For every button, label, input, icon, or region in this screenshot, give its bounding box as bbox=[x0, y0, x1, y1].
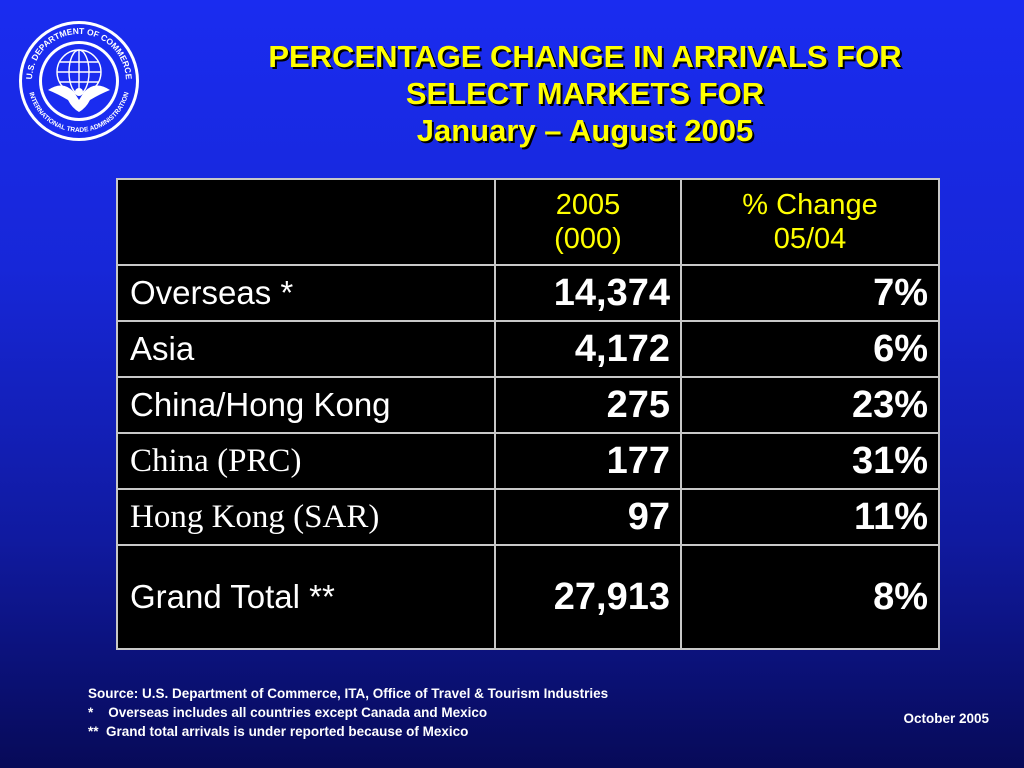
row-arrivals: 97 bbox=[494, 488, 682, 546]
row-change: 23% bbox=[680, 376, 940, 434]
arrivals-table: 2005 (000) % Change 05/04 Overseas * 14,… bbox=[116, 178, 940, 650]
header-percent-change: % Change 05/04 bbox=[680, 178, 940, 266]
row-label: Overseas * bbox=[116, 264, 496, 322]
slide-title: PERCENTAGE CHANGE IN ARRIVALS FOR SELECT… bbox=[150, 38, 1020, 149]
row-change: 6% bbox=[680, 320, 940, 378]
row-label: Grand Total ** bbox=[116, 544, 496, 650]
title-line-3: January – August 2005 bbox=[416, 113, 754, 148]
row-label: Asia bbox=[116, 320, 496, 378]
footnote-grand-total: ** Grand total arrivals is under reporte… bbox=[88, 724, 469, 739]
commerce-seal-icon: U.S. DEPARTMENT OF COMMERCE INTERNATIONA… bbox=[19, 21, 139, 141]
row-change: 8% bbox=[680, 544, 940, 650]
header-arrivals-line-2: (000) bbox=[554, 223, 622, 255]
table-row: China/Hong Kong 275 23% bbox=[116, 376, 940, 434]
table-row: Hong Kong (SAR) 97 11% bbox=[116, 488, 940, 546]
table-row: Asia 4,172 6% bbox=[116, 320, 940, 378]
footnote-overseas: * Overseas includes all countries except… bbox=[88, 705, 488, 720]
table-header-row: 2005 (000) % Change 05/04 bbox=[116, 178, 940, 266]
row-change: 11% bbox=[680, 488, 940, 546]
row-arrivals: 177 bbox=[494, 432, 682, 490]
header-blank-cell bbox=[116, 178, 496, 266]
table-row-grand-total: Grand Total ** 27,913 8% bbox=[116, 544, 940, 650]
header-change-line-1: % Change bbox=[742, 189, 878, 221]
row-label: Hong Kong (SAR) bbox=[116, 488, 496, 546]
publication-date: October 2005 bbox=[903, 711, 989, 726]
row-change: 31% bbox=[680, 432, 940, 490]
footnotes: Source: U.S. Department of Commerce, ITA… bbox=[88, 684, 608, 741]
row-label: China/Hong Kong bbox=[116, 376, 496, 434]
title-line-2: SELECT MARKETS FOR bbox=[405, 76, 765, 111]
row-arrivals: 4,172 bbox=[494, 320, 682, 378]
header-change-line-2: 05/04 bbox=[773, 223, 847, 255]
header-arrivals-line-1: 2005 bbox=[555, 189, 621, 221]
header-arrivals-2005: 2005 (000) bbox=[494, 178, 682, 266]
table-row: China (PRC) 177 31% bbox=[116, 432, 940, 490]
row-label: China (PRC) bbox=[116, 432, 496, 490]
title-line-1: PERCENTAGE CHANGE IN ARRIVALS FOR bbox=[268, 39, 902, 74]
table-row: Overseas * 14,374 7% bbox=[116, 264, 940, 322]
row-change: 7% bbox=[680, 264, 940, 322]
source-note: Source: U.S. Department of Commerce, ITA… bbox=[88, 686, 609, 701]
row-arrivals: 275 bbox=[494, 376, 682, 434]
row-arrivals: 27,913 bbox=[494, 544, 682, 650]
row-arrivals: 14,374 bbox=[494, 264, 682, 322]
